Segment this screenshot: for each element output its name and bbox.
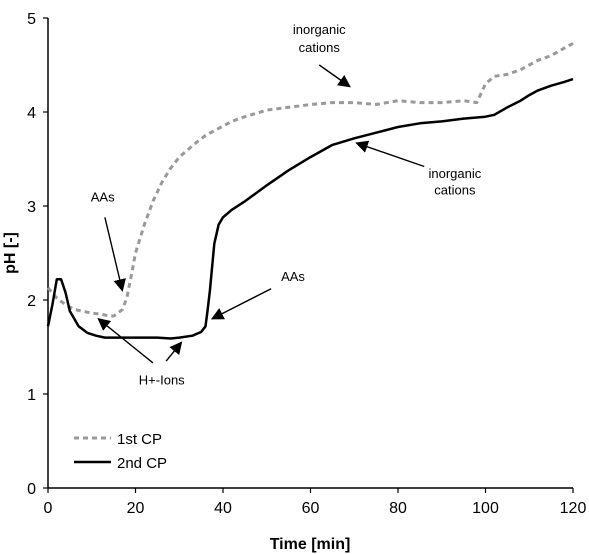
arrow-inorganic-right <box>355 140 425 168</box>
y-tick-label: 0 <box>27 481 36 498</box>
x-tick-label: 20 <box>127 500 145 517</box>
annot-inorganic-top-1: inorganic <box>293 22 346 37</box>
arrow-h-ions-left <box>97 318 154 364</box>
annot-inorganic-top-2: cations <box>299 40 341 55</box>
y-tick-label: 2 <box>27 293 36 310</box>
annot-h-ions: H+-Ions <box>139 373 185 388</box>
legend: 1st CP 2nd CP <box>74 431 167 472</box>
legend-label-2nd-cp: 2nd CP <box>117 455 167 472</box>
series-layer <box>46 42 574 340</box>
annotation-layer: inorganic cations AAs AAs H+-Ions inorganic ca… <box>91 22 482 388</box>
y-axis-title: pH [-] <box>2 232 19 274</box>
arrow-aas-bottom <box>210 288 272 320</box>
ticks: 0 20 40 60 80 100 120 0 1 2 3 4 5 <box>27 11 586 517</box>
series-line-1st-cp <box>46 42 574 318</box>
x-tick-label: 40 <box>214 500 232 517</box>
annot-inorganic-right-1: inorganic <box>428 166 481 181</box>
arrow-layer <box>97 64 425 364</box>
series-line-2nd-cp <box>46 77 574 340</box>
y-tick-label: 5 <box>27 11 36 28</box>
arrow-h-ions-right <box>165 341 183 362</box>
x-tick-label: 80 <box>389 500 407 517</box>
arrow-aas-top <box>104 217 126 292</box>
annot-inorganic-right-2: cations <box>434 183 476 198</box>
x-tick-label: 120 <box>560 500 587 517</box>
legend-label-1st-cp: 1st CP <box>117 431 162 448</box>
x-tick-label: 0 <box>44 500 53 517</box>
y-tick-label: 1 <box>27 387 36 404</box>
x-axis-title: Time [min] <box>270 536 351 553</box>
y-tick-label: 4 <box>27 105 36 122</box>
x-tick-label: 100 <box>472 500 499 517</box>
annot-aas-top: AAs <box>91 189 115 204</box>
arrow-inorganic-top <box>318 64 351 88</box>
y-tick-label: 3 <box>27 199 36 216</box>
annot-aas-bottom: AAs <box>281 269 305 284</box>
axes <box>47 18 573 489</box>
x-tick-label: 60 <box>302 500 320 517</box>
